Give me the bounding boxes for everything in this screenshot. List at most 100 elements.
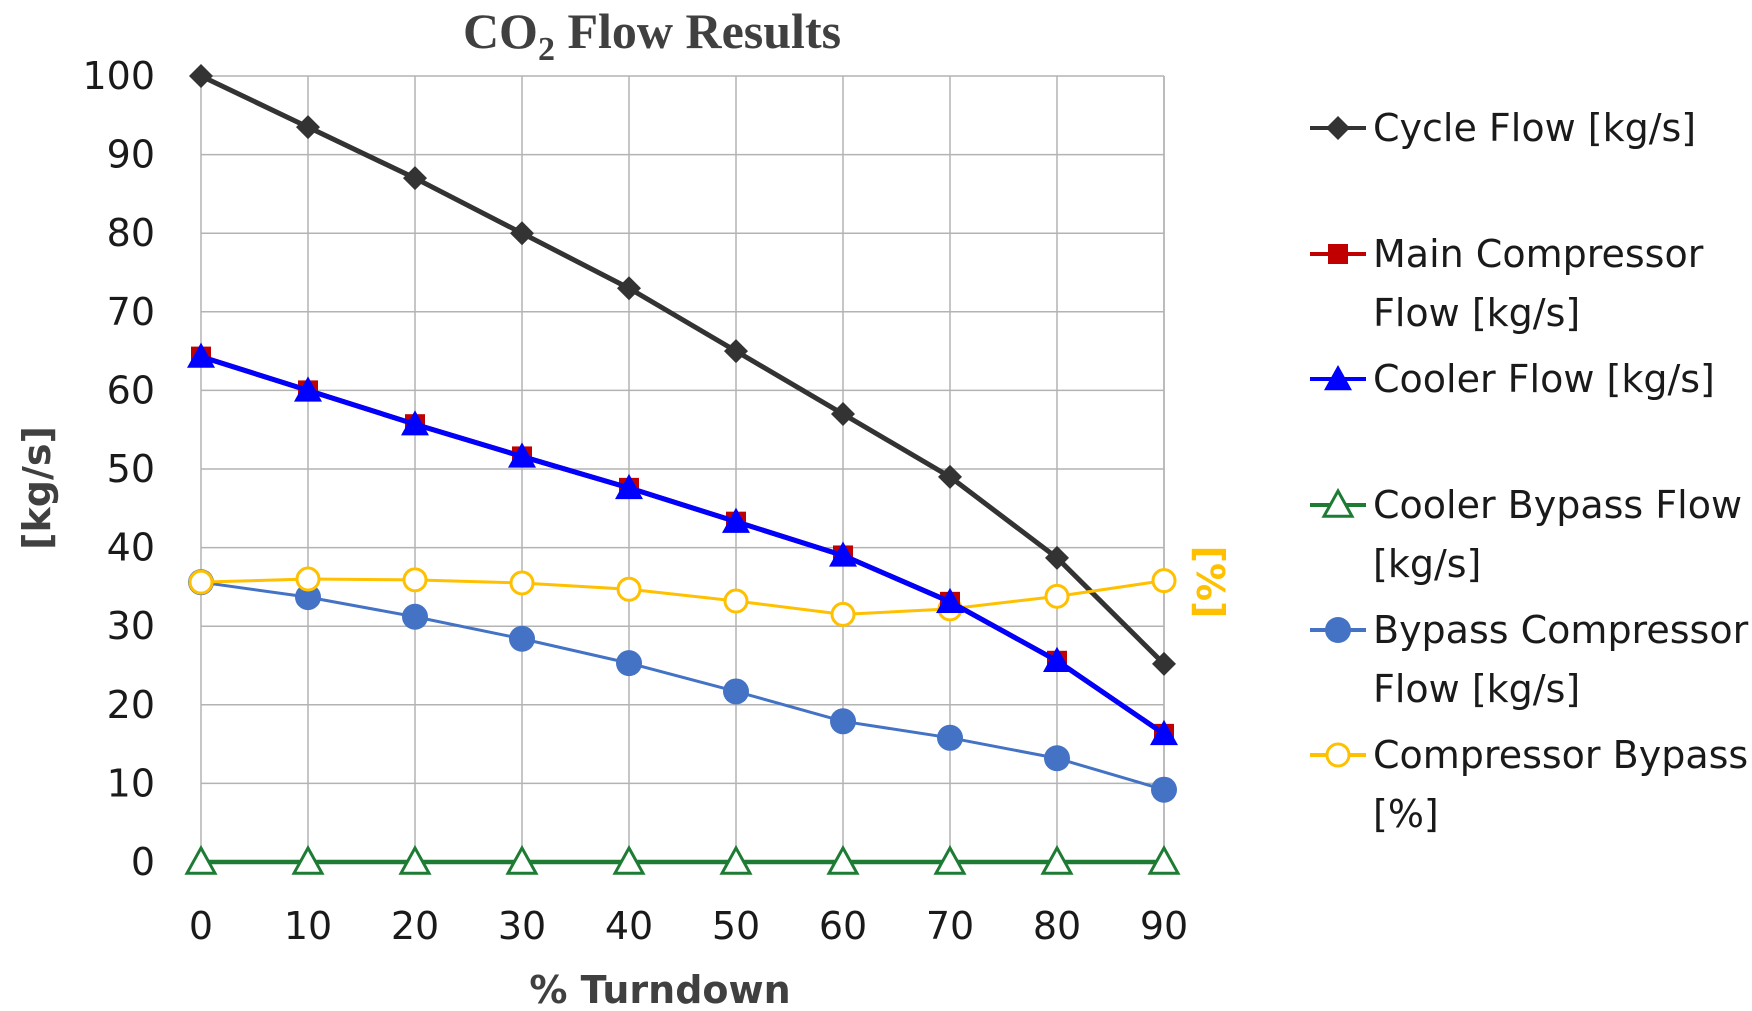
legend-label: Cooler Flow [kg/s] (1373, 357, 1715, 401)
data-point (616, 650, 642, 677)
y-axis-label: [kg/s] (15, 426, 59, 550)
data-point (612, 844, 646, 875)
y-tick-label: 50 (107, 447, 155, 491)
y-axis-ticks: 0 10 20 30 40 50 60 70 80 90 100 (82, 54, 155, 884)
data-point (403, 166, 427, 191)
legend-entry-3: Cooler Bypass Flow [kg/s] (1310, 483, 1742, 586)
svg-text:CO2 Flow Results: CO2 Flow Results (463, 3, 841, 68)
series-3 (184, 844, 1181, 875)
data-point (187, 342, 215, 368)
legend-label: Cooler Bypass Flow (1373, 483, 1742, 527)
data-point (1044, 745, 1070, 772)
data-point (616, 576, 642, 602)
data-point (933, 844, 967, 875)
data-point (295, 566, 321, 592)
legend-label: Main Compressor (1373, 232, 1704, 276)
y-tick-label: 60 (107, 368, 155, 412)
series-0 (189, 64, 1176, 676)
data-point (1147, 844, 1181, 875)
series-line (200, 580, 1165, 792)
x-tick-label: 70 (926, 904, 974, 948)
data-point (509, 625, 535, 652)
data-point (722, 507, 750, 533)
data-point (723, 678, 749, 705)
data-point (184, 844, 218, 875)
data-point (723, 588, 749, 614)
data-point (398, 844, 432, 875)
y-tick-label: 80 (107, 211, 155, 255)
series-2 (187, 342, 1178, 746)
data-point (830, 708, 856, 735)
data-point (830, 601, 856, 627)
data-point (1152, 651, 1176, 676)
legend-label: Compressor Bypass (1373, 733, 1748, 777)
y-tick-label: 0 (131, 840, 155, 884)
y-tick-label: 90 (107, 133, 155, 177)
y-tick-label: 70 (107, 290, 155, 334)
data-point (937, 724, 963, 751)
legend-swatch-marker (1328, 244, 1348, 264)
data-point (1043, 646, 1071, 672)
series-line (200, 354, 1166, 736)
x-tick-label: 60 (819, 904, 867, 948)
data-point (296, 115, 320, 140)
legend-label: [%] (1373, 792, 1439, 836)
data-point (505, 844, 539, 875)
legend-label: Bypass Compressor (1373, 608, 1749, 652)
x-tick-label: 20 (391, 904, 439, 948)
series-1 (191, 346, 1174, 744)
data-point (401, 410, 429, 436)
legend-label: Flow [kg/s] (1373, 667, 1580, 711)
chart-title-subscript: 2 (538, 31, 555, 68)
x-tick-label: 30 (498, 904, 546, 948)
legend-swatch-marker (1325, 742, 1351, 768)
data-point (1045, 545, 1069, 570)
data-point (509, 570, 535, 596)
data-point (295, 584, 321, 611)
legend: Cycle Flow [kg/s] Main Compressor Flow [kg… (1310, 106, 1749, 836)
data-point (719, 844, 753, 875)
data-point (189, 64, 213, 88)
data-point (1044, 583, 1070, 609)
legend-swatch-marker (1321, 487, 1355, 518)
legend-swatch-marker (1326, 116, 1350, 140)
data-point (291, 844, 325, 875)
chart-title-rest: Flow Results (555, 3, 841, 59)
y-tick-label: 10 (107, 761, 155, 805)
series-5 (188, 566, 1177, 627)
series-line (200, 577, 1165, 616)
legend-label: Cycle Flow [kg/s] (1373, 106, 1696, 150)
data-point (188, 569, 214, 595)
data-point (724, 339, 748, 364)
x-tick-label: 0 (189, 904, 213, 948)
x-axis-ticks: 0 10 20 30 40 50 60 70 80 90 (189, 904, 1188, 948)
data-point (402, 603, 428, 630)
x-tick-label: 40 (605, 904, 653, 948)
data-point (294, 376, 322, 402)
data-series (184, 64, 1181, 875)
data-point (1040, 844, 1074, 875)
series-4 (188, 569, 1177, 803)
legend-entry-5: Compressor Bypass [%] (1310, 733, 1748, 836)
series-line (199, 73, 1166, 666)
data-point (508, 442, 536, 468)
x-tick-label: 90 (1140, 904, 1188, 948)
x-axis-label: % Turndown (529, 968, 790, 1011)
chart-title: CO2 Flow Results (463, 3, 841, 68)
y-tick-label: 20 (107, 683, 155, 727)
x-tick-label: 50 (712, 904, 760, 948)
data-point (831, 401, 855, 426)
secondary-axis-label: [%] (1188, 546, 1232, 619)
y-tick-label: 30 (107, 604, 155, 648)
legend-entry-4: Bypass Compressor Flow [kg/s] (1310, 608, 1749, 711)
data-point (617, 276, 641, 301)
x-tick-label: 10 (284, 904, 332, 948)
legend-swatch-marker (1325, 617, 1351, 643)
legend-entry-0: Cycle Flow [kg/s] (1310, 106, 1696, 150)
data-point (402, 567, 428, 593)
x-tick-label: 80 (1033, 904, 1081, 948)
legend-entry-1: Main Compressor Flow [kg/s] (1310, 232, 1704, 335)
chart-title-main: CO (463, 3, 538, 59)
y-tick-label: 40 (107, 526, 155, 570)
